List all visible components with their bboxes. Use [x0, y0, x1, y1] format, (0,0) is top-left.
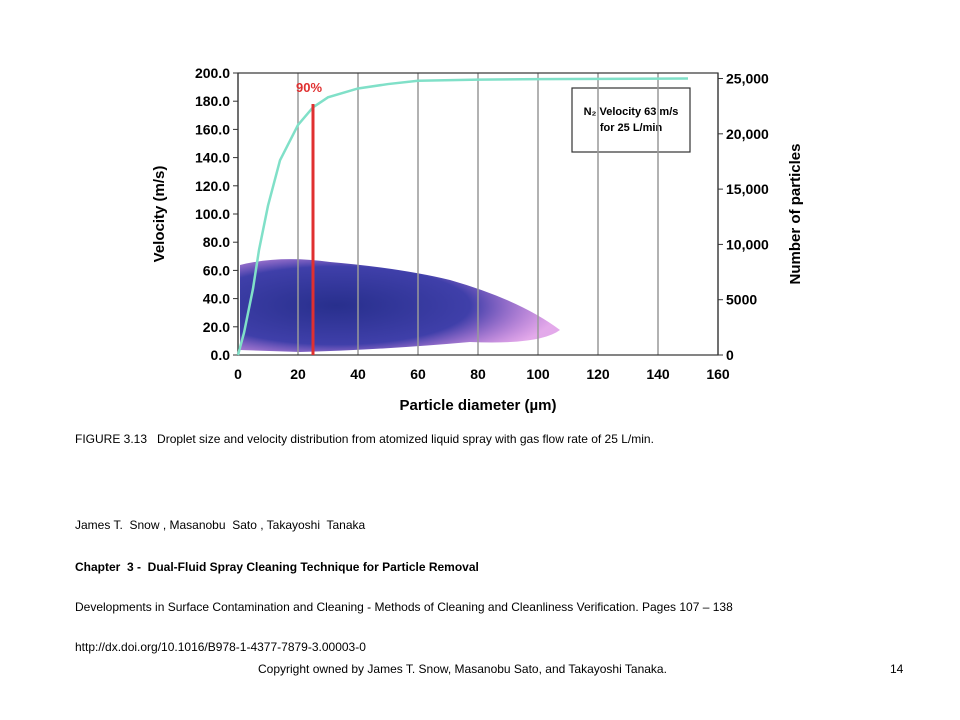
book: Developments in Surface Contamination an…	[75, 600, 733, 614]
annotation-box	[571, 87, 691, 153]
url: http://dx.doi.org/10.1016/B978-1-4377-78…	[75, 640, 366, 654]
x-tick-label: 60	[410, 366, 426, 382]
caption: FIGURE 3.13 Droplet size and velocity di…	[75, 432, 654, 446]
y-tick-label: 20.0	[203, 319, 230, 335]
footer: Copyright owned by James T. Snow, Masano…	[258, 662, 667, 676]
x-tick-label: 140	[646, 366, 670, 382]
y-tick-label: 200.0	[195, 65, 230, 81]
y-axis-label: Velocity (m/s)	[151, 166, 168, 263]
x-tick-label: 80	[470, 366, 486, 382]
x-tick-label: 20	[290, 366, 306, 382]
scatter-cloud	[240, 259, 560, 352]
y-tick-label: 80.0	[203, 234, 230, 250]
y-tick-label: 100.0	[195, 206, 230, 222]
y-tick-label: 0.0	[211, 347, 231, 363]
y-tick-label: 60.0	[203, 262, 230, 278]
y2-tick-label: 25,000	[726, 71, 769, 87]
y2-tick-label: 20,000	[726, 126, 769, 142]
authors: James T. Snow , Masanobu Sato , Takayosh…	[75, 518, 366, 532]
x-tick-label: 40	[350, 366, 366, 382]
page-number: 14	[890, 662, 904, 676]
y-tick-label: 180.0	[195, 93, 230, 109]
y-tick-label: 140.0	[195, 150, 230, 166]
y2-axis-label: Number of particles	[787, 144, 804, 285]
y2-tick-label: 10,000	[726, 236, 769, 252]
x-tick-label: 100	[526, 366, 550, 382]
annotation: for 25 L/min	[600, 122, 663, 134]
y-tick-label: 120.0	[195, 178, 230, 194]
x-tick-label: 120	[586, 366, 610, 382]
y-tick-label: 160.0	[195, 121, 230, 137]
annotation: N₂ Velocity 63 m/s	[584, 106, 679, 118]
plot-frame	[237, 72, 719, 356]
marker-label: 90%	[296, 80, 322, 95]
y2-tick-label: 15,000	[726, 181, 769, 197]
y2-tick-label: 0	[726, 347, 734, 363]
y2-tick-label: 5000	[726, 292, 757, 308]
y-tick-label: 40.0	[203, 291, 230, 307]
x-tick-label: 160	[706, 366, 730, 382]
chapter: Chapter 3 - Dual-Fluid Spray Cleaning Te…	[75, 560, 479, 574]
x-tick-label: 0	[234, 366, 242, 382]
x-axis-label: Particle diameter (µm)	[399, 397, 556, 414]
chart: N₂ Velocity 63 m/s for 25 L/min Velocity…	[151, 65, 804, 414]
